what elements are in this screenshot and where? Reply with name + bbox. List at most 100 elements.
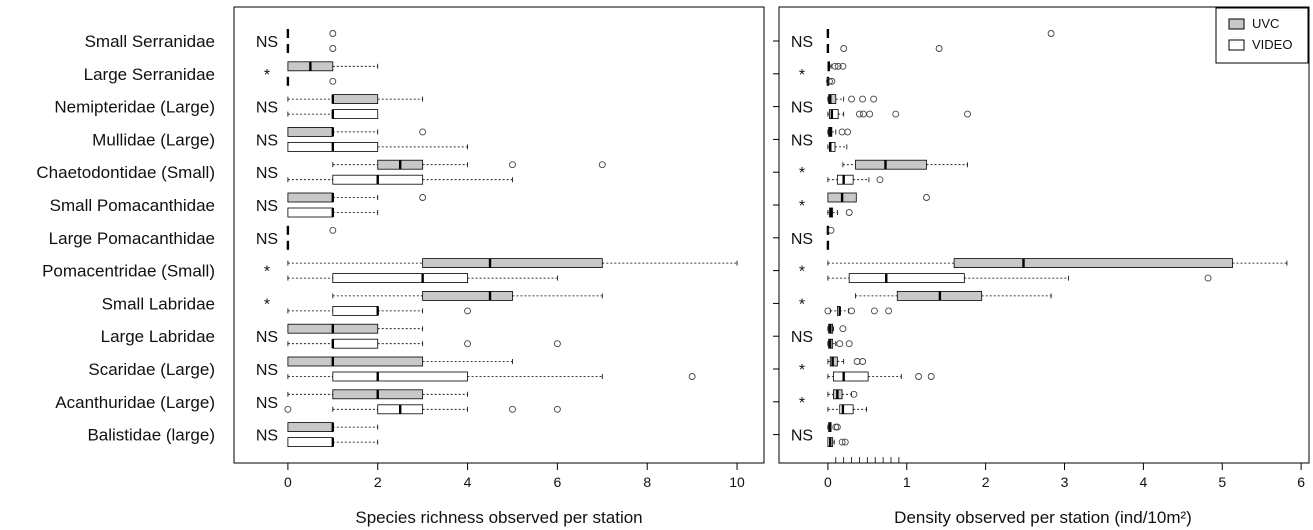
outlier-point [848, 307, 856, 315]
significance-marker: * [799, 296, 805, 313]
significance-marker: NS [256, 428, 278, 445]
left-plot-frame [233, 6, 765, 464]
outlier-point [964, 110, 971, 118]
box-video [827, 437, 849, 448]
outlier-point [329, 45, 337, 52]
significance-marker: NS [256, 362, 278, 379]
significance-marker: NS [791, 329, 813, 346]
outlier-point [844, 128, 852, 136]
box-video [824, 305, 893, 316]
box-video [827, 207, 853, 218]
outlier-point [838, 128, 846, 136]
x-tick-label: 6 [1297, 474, 1305, 490]
outlier-point [828, 77, 836, 85]
outlier-point [419, 194, 427, 201]
outlier-point [845, 209, 853, 216]
x-tick-label: 0 [284, 474, 292, 490]
legend-swatch-uvc [1228, 18, 1245, 30]
box-video [827, 174, 884, 185]
x-tick-label: 1 [903, 474, 911, 490]
box-uvc [826, 29, 1055, 38]
significance-marker: * [799, 264, 805, 281]
right-panel: NS * NS NS * * NS * * NS * * NS 0 1 2 3 4 5 6 Density obse… [773, 6, 1310, 527]
legend-frame [1215, 7, 1309, 64]
box-body [332, 109, 379, 119]
box-video [827, 404, 867, 415]
box-video [286, 76, 337, 86]
outlier-point [509, 405, 516, 413]
outlier-point [833, 423, 841, 431]
outlier-point [859, 358, 867, 365]
significance-marker: NS [791, 100, 813, 117]
box-uvc [827, 61, 847, 72]
box-body [332, 94, 379, 104]
box-video [827, 371, 935, 382]
outlier-point [329, 30, 337, 37]
significance-marker: NS [791, 428, 813, 445]
outlier-point [839, 62, 847, 70]
outlier-point [598, 161, 606, 169]
significance-marker: * [799, 198, 805, 215]
category-label: Small Labridae [102, 294, 215, 313]
category-label: Large Labridae [101, 327, 215, 346]
box-body [855, 159, 927, 170]
outlier-point [688, 373, 696, 380]
significance-marker: * [264, 67, 270, 84]
box-uvc [827, 94, 878, 104]
outlier-point [827, 226, 835, 234]
outlier-point [853, 358, 861, 365]
outlier-point [838, 438, 846, 446]
box-uvc [827, 389, 858, 400]
box-video [826, 76, 836, 86]
category-label: Mullidae (Large) [92, 130, 215, 149]
legend: UVC VIDEO [1215, 7, 1309, 64]
category-label: Scaridae (Large) [88, 360, 215, 379]
category-label: Large Pomacanthidae [49, 229, 215, 248]
x-tick-label: 8 [643, 474, 651, 490]
category-label: Acanthuridae (Large) [55, 393, 215, 412]
outlier-point [935, 45, 943, 52]
right-x-axis: 0 1 2 3 4 5 6 [773, 40, 1305, 490]
outlier-point [284, 405, 292, 413]
significance-marker: NS [256, 34, 278, 51]
outlier-point [923, 194, 930, 201]
box-uvc [826, 225, 835, 235]
significance-marker: NS [791, 34, 813, 51]
x-tick-label: 4 [1139, 474, 1147, 490]
box-video [287, 109, 379, 119]
box-body [332, 305, 379, 316]
outlier-point [927, 373, 935, 380]
outlier-point [892, 110, 900, 118]
box-uvc [287, 192, 427, 203]
box-video [827, 109, 971, 119]
box-uvc [827, 127, 852, 137]
box-body [836, 174, 854, 185]
left-panel-marks: NS * NS NS NS NS NS * * NS NS NS NS [256, 29, 738, 448]
outlier-point [841, 438, 849, 446]
left-panel: NS * NS NS NS NS NS * * NS NS NS NS 0 2 4 6 8 10 Species … [233, 6, 765, 527]
x-tick-label: 10 [729, 474, 745, 490]
significance-marker: NS [256, 395, 278, 412]
outlier-point [848, 95, 856, 103]
box-uvc [287, 94, 424, 104]
outlier-point [870, 95, 878, 103]
outlier-point [885, 307, 893, 315]
box-uvc [332, 290, 603, 301]
outlier-point [831, 62, 839, 70]
box-uvc [332, 159, 606, 170]
outlier-point [826, 77, 833, 85]
box-video [826, 44, 943, 53]
outlier-point [870, 307, 878, 315]
box-uvc [287, 422, 379, 433]
significance-marker: * [264, 264, 270, 281]
category-labels: Small Serranidae Large Serranidae Nemipter… [36, 32, 215, 445]
legend-swatch-video [1228, 39, 1245, 51]
left-x-axis-label: Species richness observed per station [355, 508, 642, 527]
box-body [833, 371, 869, 382]
outlier-point [464, 340, 472, 348]
significance-marker: NS [256, 329, 278, 346]
box-uvc [827, 192, 930, 203]
box-body [332, 371, 468, 382]
legend-label-video: VIDEO [1252, 37, 1292, 52]
